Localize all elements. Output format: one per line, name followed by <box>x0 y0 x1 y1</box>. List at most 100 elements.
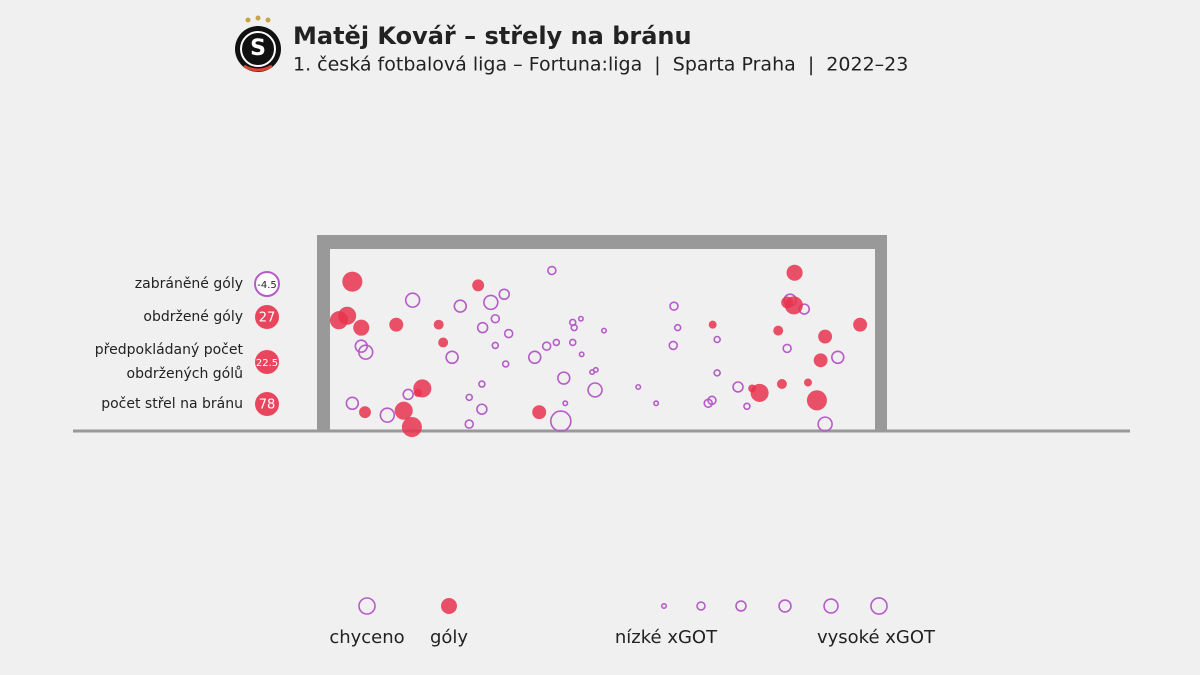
goal-shot <box>438 337 449 348</box>
goal-shot <box>813 353 828 368</box>
saved-shot <box>713 335 721 344</box>
goal-shot <box>806 390 827 411</box>
saved-shot <box>549 410 572 432</box>
saved-shot <box>445 350 459 365</box>
saved-shot <box>557 371 571 385</box>
stat-value: 78 <box>259 398 276 413</box>
saved-shot <box>600 327 608 334</box>
saved-shot <box>673 323 682 332</box>
saved-shot <box>587 382 603 398</box>
saved-shot <box>503 328 514 339</box>
saved-shot <box>498 288 510 301</box>
goal-shot <box>401 417 422 438</box>
stat-value: 22.5 <box>256 358 278 369</box>
size-key <box>696 601 706 611</box>
goal-shot <box>786 264 803 281</box>
legend-label: góly <box>430 627 468 648</box>
chart-title: Matěj Kovář – střely na bránu <box>293 22 692 50</box>
goal-shot <box>853 317 868 332</box>
size-key <box>778 599 792 613</box>
goal-shot <box>353 319 370 336</box>
saved-shot <box>501 360 510 368</box>
goal-shot <box>750 383 769 402</box>
stat-label: obdržených gólů <box>127 366 243 382</box>
goal-shot <box>804 378 812 387</box>
legend-marker <box>441 598 457 614</box>
legend-marker <box>358 597 376 615</box>
stat-value: 27 <box>259 311 276 326</box>
saved-shot <box>577 315 584 322</box>
saved-shot <box>703 398 714 409</box>
saved-shot <box>354 339 369 353</box>
stat-label: obdržené góly <box>143 309 243 325</box>
saved-shot <box>357 344 374 360</box>
size-key-label: vysoké xGOT <box>817 627 936 648</box>
saved-shot <box>547 265 557 276</box>
saved-shot <box>464 419 475 429</box>
size-key <box>823 598 839 614</box>
saved-shot <box>831 350 845 365</box>
saved-shot <box>592 366 599 373</box>
saved-shot <box>478 380 486 388</box>
stat-label: předpokládaný počet <box>95 342 244 358</box>
saved-shot <box>541 341 552 351</box>
saved-shot <box>669 301 679 311</box>
goal-shot <box>818 329 833 344</box>
saved-shot <box>552 338 561 347</box>
size-key <box>660 602 668 610</box>
size-key-label: nízké xGOT <box>615 627 718 648</box>
stat-label: počet střel na bránu <box>101 396 243 412</box>
saved-shot <box>465 393 474 402</box>
logo: S <box>235 15 281 72</box>
saved-shot <box>578 351 585 358</box>
legend-label: chyceno <box>329 627 404 648</box>
saved-shot <box>345 396 360 411</box>
stat-label: zabráněné góly <box>135 276 243 292</box>
saved-shot <box>527 350 542 365</box>
goal-shot <box>472 279 485 292</box>
size-key <box>735 600 747 612</box>
saved-shot <box>653 400 660 407</box>
chart-subtitle: 1. česká fotbalová liga – Fortuna:liga |… <box>293 54 908 76</box>
goal-frame <box>317 235 887 430</box>
goal-shot <box>773 325 784 336</box>
saved-shot <box>490 313 501 324</box>
goal-shot <box>389 317 404 332</box>
goal-shot <box>708 320 717 329</box>
stat-value: -4.5 <box>257 280 277 291</box>
saved-shot <box>668 340 679 351</box>
saved-shot <box>476 403 488 415</box>
goal-shot <box>532 405 547 420</box>
logo-letter: S <box>250 36 266 61</box>
goal-shot <box>394 401 413 420</box>
stat-badge <box>255 392 279 416</box>
saved-shot <box>404 292 421 308</box>
stat-badge <box>255 305 279 329</box>
goal-shot <box>329 311 348 330</box>
saved-shot <box>713 369 721 377</box>
saved-shot <box>453 299 468 313</box>
saved-shot <box>476 321 489 334</box>
saved-shot <box>732 381 744 393</box>
goal-shot <box>342 271 363 292</box>
saved-shot <box>743 402 751 411</box>
goal-shot <box>784 296 803 315</box>
stat-badge <box>255 350 279 374</box>
goal-shot <box>359 406 371 419</box>
saved-shot <box>483 294 499 311</box>
saved-shot <box>817 416 833 432</box>
saved-shot <box>570 323 578 332</box>
saved-shot <box>491 341 500 350</box>
goal-shot <box>433 319 444 330</box>
size-key <box>870 597 888 615</box>
goal-shot <box>413 388 422 397</box>
saved-shot <box>568 338 577 347</box>
saved-shot <box>635 383 642 390</box>
saved-shot <box>402 388 414 401</box>
stat-badge <box>254 271 280 297</box>
saved-shot <box>562 400 569 407</box>
goal-shot <box>776 379 787 389</box>
saved-shot <box>379 407 396 423</box>
saved-shot <box>782 343 792 354</box>
